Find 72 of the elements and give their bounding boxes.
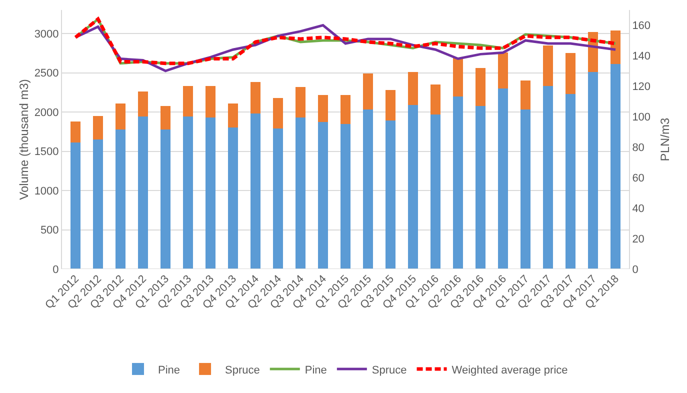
- bar: [295, 118, 306, 269]
- bar: [272, 98, 284, 129]
- bar: [295, 86, 306, 118]
- bar: [70, 121, 81, 143]
- bar: [408, 104, 418, 269]
- bar: [565, 94, 576, 269]
- bar: [318, 122, 328, 269]
- bar: [498, 52, 508, 88]
- legend-label: Spruce: [225, 364, 260, 376]
- bar: [408, 72, 418, 105]
- bar: [160, 106, 171, 130]
- legend-label: Pine: [304, 364, 327, 376]
- bar: [542, 45, 554, 86]
- bar: [272, 128, 284, 269]
- bar: [138, 116, 148, 269]
- bar: [205, 86, 216, 118]
- bar: [228, 128, 238, 269]
- bar: [430, 84, 441, 114]
- bar: [362, 74, 374, 110]
- y2-tick-label: 0: [632, 264, 638, 276]
- bar: [182, 116, 194, 269]
- bar: [385, 120, 396, 269]
- y2-tick-label: 60: [632, 172, 644, 184]
- legend-label: Spruce: [372, 364, 407, 376]
- bar: [160, 129, 171, 269]
- bar: [340, 124, 351, 269]
- bar: [542, 86, 554, 269]
- bar: [475, 106, 486, 269]
- bar: [520, 110, 531, 269]
- bar: [452, 58, 464, 96]
- y2-tick-label: 40: [632, 202, 644, 215]
- bar: [205, 118, 216, 269]
- legend-label: Weighted average price: [452, 364, 568, 376]
- bar: [610, 30, 621, 64]
- bar: [250, 82, 261, 114]
- y2-tick-label: 80: [632, 142, 644, 154]
- bar: [318, 94, 328, 122]
- y-tick-label: 3000: [34, 28, 59, 40]
- y-tick-label: 500: [40, 224, 59, 237]
- y2-tick-label: 140: [632, 50, 651, 63]
- bar: [115, 103, 126, 130]
- bar: [250, 114, 261, 269]
- y-tick-label: 2000: [34, 106, 59, 119]
- bar: [498, 88, 508, 269]
- bar: [362, 110, 374, 269]
- bar: [452, 96, 464, 269]
- bar: [115, 129, 126, 269]
- bar: [385, 90, 396, 121]
- bar: [138, 92, 148, 117]
- bar: [430, 114, 441, 269]
- y-tick-label: 1500: [34, 146, 59, 158]
- y2-tick-label: 160: [632, 20, 651, 32]
- y-tick-label: 1000: [34, 185, 59, 198]
- bar: [182, 86, 194, 117]
- bar: [610, 64, 621, 269]
- bar: [70, 142, 81, 269]
- bar: [475, 68, 486, 106]
- bar: [228, 103, 238, 128]
- y2-tick-label: 100: [632, 112, 651, 124]
- bar: [340, 94, 351, 124]
- y-tick-label: 2500: [34, 68, 59, 80]
- y-axis-title: Volume (thousand m3): [17, 79, 31, 200]
- bar: [92, 140, 104, 269]
- legend-label: Pine: [158, 364, 180, 376]
- y-tick-label: 0: [52, 264, 59, 276]
- bar: [92, 116, 104, 140]
- y2-tick-label: 120: [632, 81, 651, 94]
- bar: [588, 72, 598, 269]
- bar: [565, 53, 576, 94]
- y2-tick-label: 20: [632, 233, 644, 246]
- y2-axis-title: PLN/m3: [658, 118, 672, 162]
- bar: [520, 80, 531, 110]
